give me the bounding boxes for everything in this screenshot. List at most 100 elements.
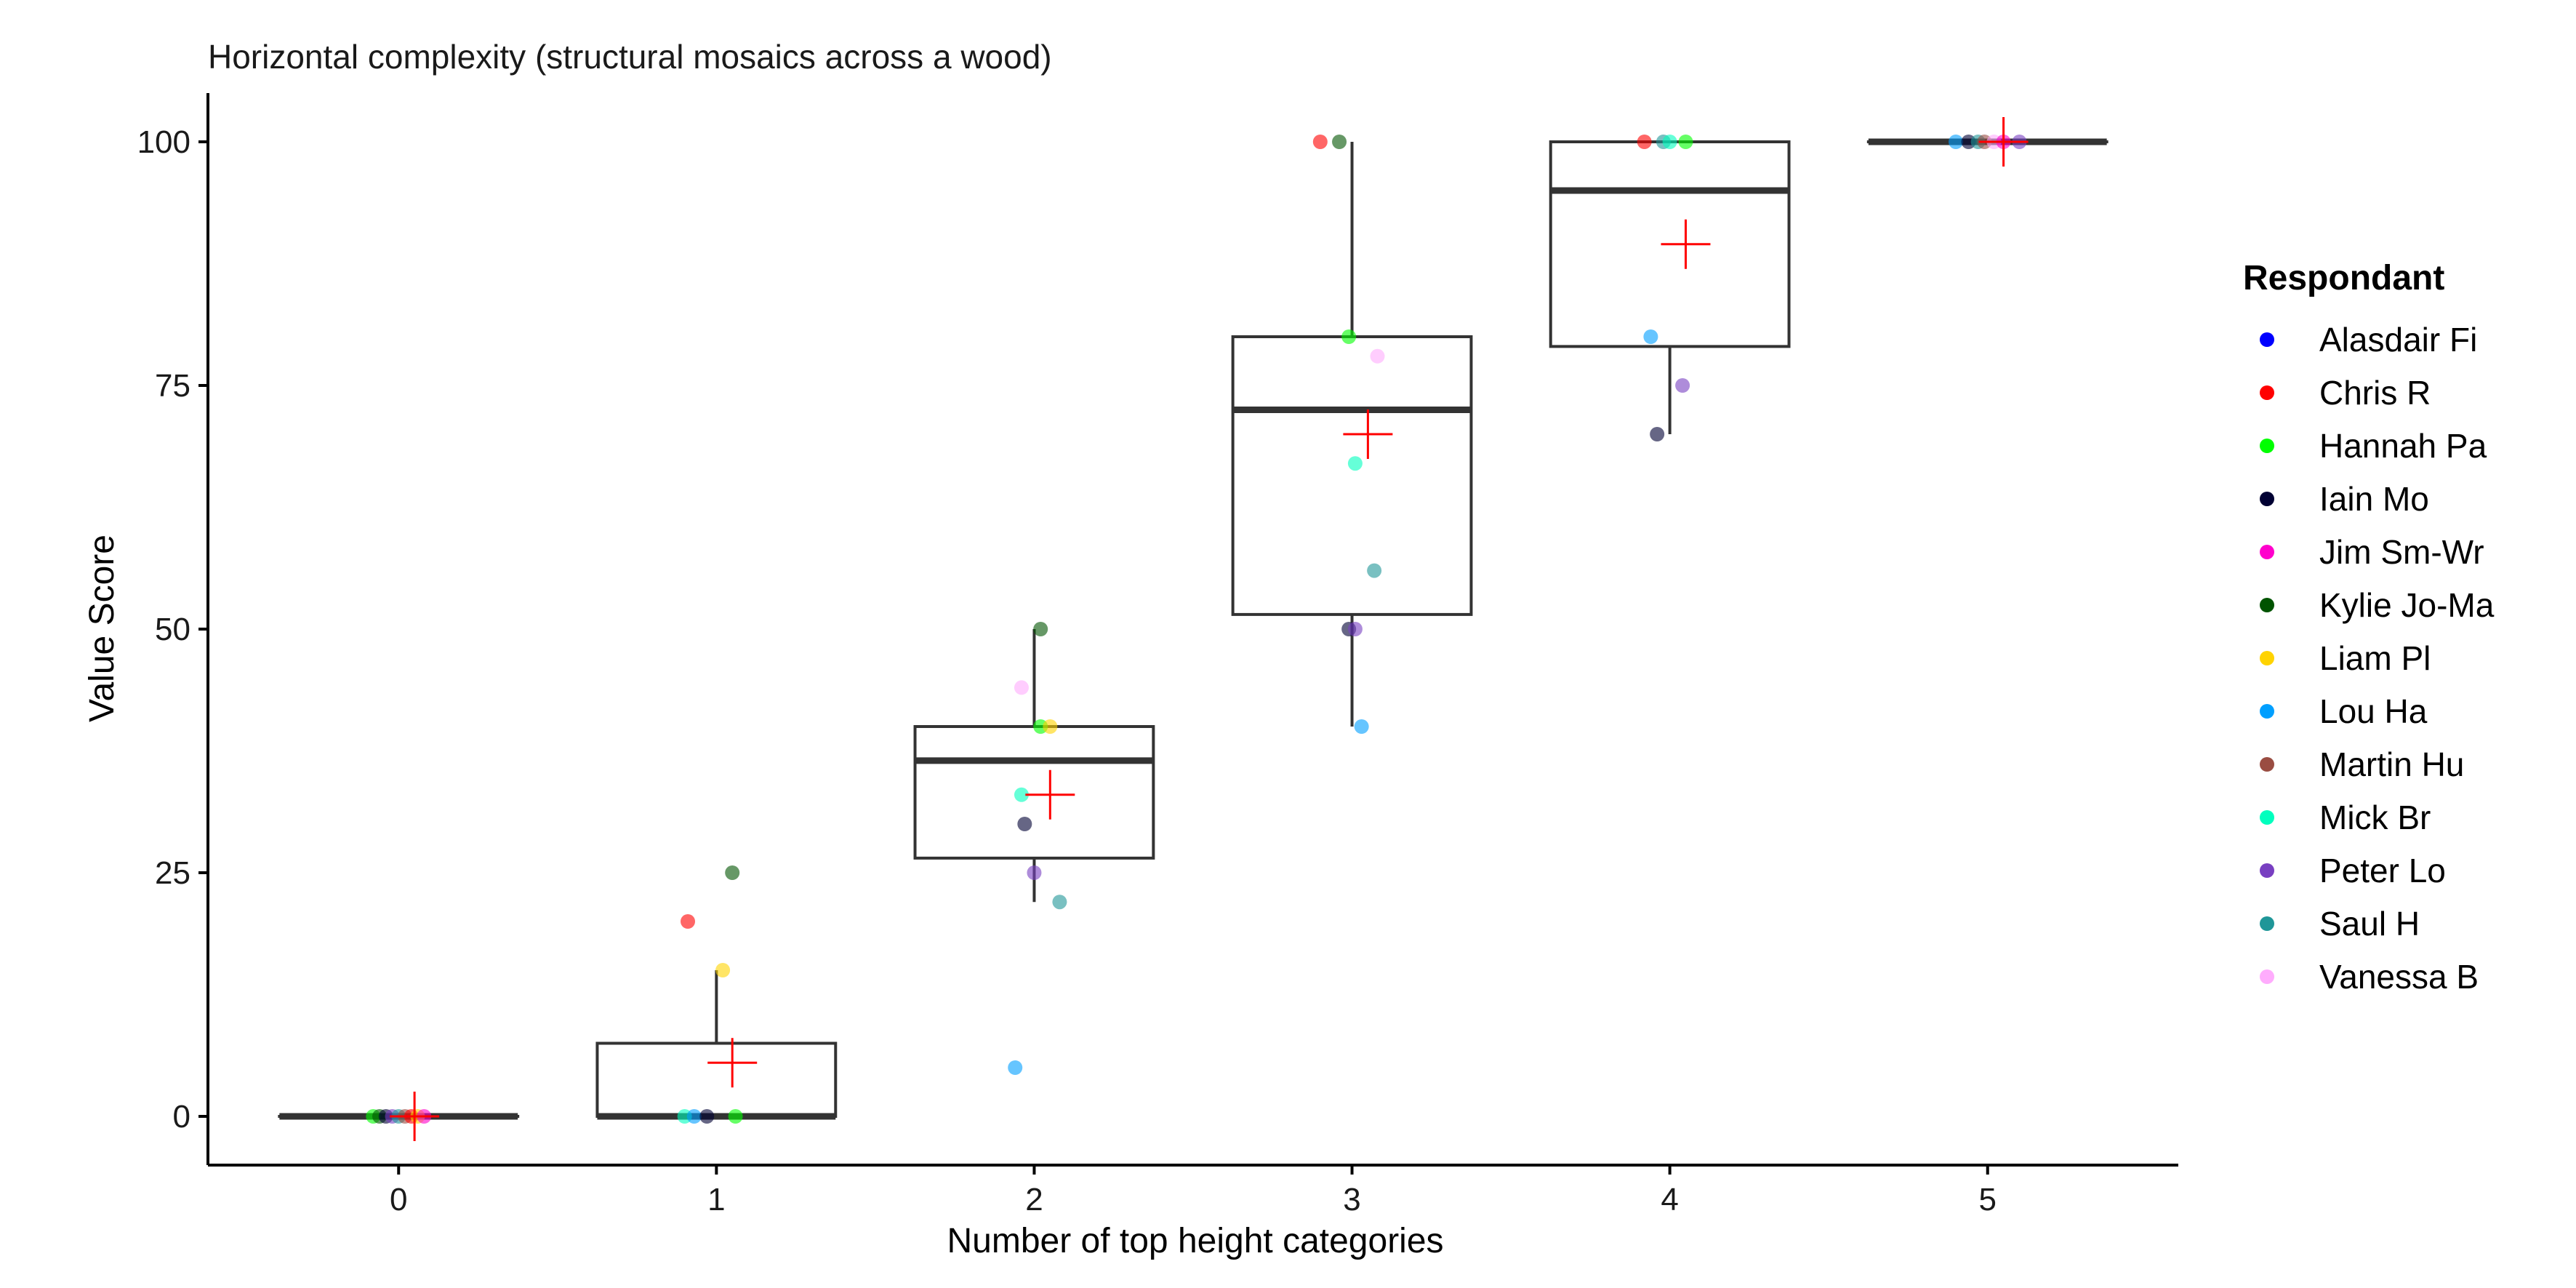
x-tick-label: 1 bbox=[707, 1182, 725, 1217]
data-point bbox=[1347, 622, 1363, 636]
data-point bbox=[1650, 427, 1665, 441]
legend-key bbox=[2260, 810, 2274, 825]
legend-label: Kylie Jo-Ma bbox=[2319, 586, 2495, 624]
y-tick-label: 25 bbox=[155, 855, 190, 891]
box-iqr bbox=[913, 725, 1155, 860]
data-point bbox=[1014, 680, 1029, 695]
data-point bbox=[681, 914, 696, 929]
y-tick-label: 100 bbox=[137, 124, 190, 160]
x-tick-label: 3 bbox=[1343, 1182, 1360, 1217]
data-point bbox=[1675, 378, 1690, 393]
legend-label: Jim Sm-Wr bbox=[2319, 533, 2484, 571]
mean-marker bbox=[707, 1038, 758, 1088]
mean-marker bbox=[390, 1092, 440, 1141]
data-point bbox=[1341, 329, 1357, 344]
legend-label: Iain Mo bbox=[2319, 480, 2429, 518]
legend-key bbox=[2260, 439, 2274, 453]
legend-item: Saul H bbox=[2260, 905, 2420, 943]
box-iqr bbox=[595, 1041, 838, 1118]
legend-key bbox=[2260, 332, 2274, 347]
x-tick-label: 5 bbox=[1978, 1182, 1996, 1217]
mean-marker bbox=[1343, 409, 1393, 459]
legend-item: Iain Mo bbox=[2260, 480, 2429, 518]
legend-label: Lou Ha bbox=[2319, 692, 2428, 730]
plot-area bbox=[278, 117, 2108, 1141]
legend-key bbox=[2260, 916, 2274, 931]
legend-item: Lou Ha bbox=[2260, 692, 2428, 730]
legend-item: Jim Sm-Wr bbox=[2260, 533, 2484, 571]
legend-item: Alasdair Fi bbox=[2260, 321, 2477, 359]
data-points bbox=[366, 135, 2027, 1124]
data-point bbox=[1027, 865, 1042, 880]
legend-item: Peter Lo bbox=[2260, 852, 2446, 889]
legend-key bbox=[2260, 545, 2274, 559]
data-point bbox=[715, 963, 731, 977]
mean-marker bbox=[1978, 117, 2029, 167]
mean-marker bbox=[1025, 769, 1075, 820]
x-tick-label: 4 bbox=[1661, 1182, 1678, 1217]
y-tick-label: 75 bbox=[155, 368, 190, 404]
axes: 0 25 50 75 100 0 1 2 3 4 5 bbox=[137, 93, 2178, 1217]
legend-label: Martin Hu bbox=[2319, 745, 2464, 783]
data-point bbox=[1354, 719, 1369, 734]
legend-key bbox=[2260, 492, 2274, 506]
legend-key bbox=[2260, 704, 2274, 719]
legend-title: Respondant bbox=[2243, 259, 2444, 297]
data-point bbox=[1643, 329, 1658, 344]
legend-item: Liam Pl bbox=[2260, 639, 2431, 677]
box-iqr bbox=[1231, 335, 1473, 616]
legend-item: Vanessa B bbox=[2260, 958, 2479, 996]
legend-item: Chris R bbox=[2260, 374, 2431, 412]
data-point bbox=[1312, 135, 1328, 149]
y-tick-label: 0 bbox=[173, 1099, 190, 1135]
data-point bbox=[728, 1109, 743, 1124]
legend-item: Hannah Pa bbox=[2260, 427, 2487, 465]
data-point bbox=[1949, 135, 1964, 149]
data-point bbox=[725, 865, 740, 880]
legend-key bbox=[2260, 969, 2274, 984]
legend-label: Liam Pl bbox=[2319, 639, 2431, 677]
chart-title: Horizontal complexity (structural mosaic… bbox=[208, 38, 1052, 76]
data-point bbox=[1008, 1060, 1023, 1075]
x-tick-label: 0 bbox=[390, 1182, 407, 1217]
data-point bbox=[1014, 787, 1029, 802]
data-point bbox=[1347, 456, 1363, 471]
data-point bbox=[1367, 563, 1382, 578]
legend-label: Mick Br bbox=[2319, 799, 2431, 836]
data-point bbox=[1637, 135, 1652, 149]
legend-key bbox=[2260, 385, 2274, 400]
mean-marker bbox=[1661, 219, 1711, 269]
data-point bbox=[1332, 135, 1347, 149]
x-tick-label: 2 bbox=[1025, 1182, 1043, 1217]
legend-label: Vanessa B bbox=[2319, 958, 2479, 996]
legend-label: Chris R bbox=[2319, 374, 2431, 412]
legend-item: Mick Br bbox=[2260, 799, 2431, 836]
data-point bbox=[1017, 817, 1032, 831]
data-point bbox=[1052, 895, 1067, 910]
legend-label: Alasdair Fi bbox=[2319, 321, 2477, 359]
legend-label: Peter Lo bbox=[2319, 852, 2446, 889]
data-point bbox=[1370, 348, 1385, 364]
data-point bbox=[686, 1109, 702, 1124]
legend-key bbox=[2260, 651, 2274, 665]
legend: Respondant Alasdair Fi Chris R Hannah Pa Ia… bbox=[2243, 259, 2495, 996]
y-tick-label: 50 bbox=[155, 612, 190, 647]
data-point bbox=[1043, 719, 1058, 734]
data-point bbox=[1678, 135, 1693, 149]
legend-key bbox=[2260, 863, 2274, 878]
box-group-1 bbox=[595, 970, 838, 1120]
legend-label: Saul H bbox=[2319, 905, 2420, 943]
data-point bbox=[1033, 622, 1048, 636]
legend-item: Martin Hu bbox=[2260, 745, 2464, 783]
y-axis-title: Value Score bbox=[83, 535, 121, 722]
data-point bbox=[699, 1109, 715, 1124]
legend-key bbox=[2260, 598, 2274, 612]
data-point bbox=[1662, 135, 1677, 149]
box-group-2 bbox=[913, 629, 1155, 903]
legend-item: Kylie Jo-Ma bbox=[2260, 586, 2495, 624]
x-axis-title: Number of top height categories bbox=[947, 1222, 1443, 1260]
legend-label: Hannah Pa bbox=[2319, 427, 2487, 465]
legend-key bbox=[2260, 757, 2274, 772]
